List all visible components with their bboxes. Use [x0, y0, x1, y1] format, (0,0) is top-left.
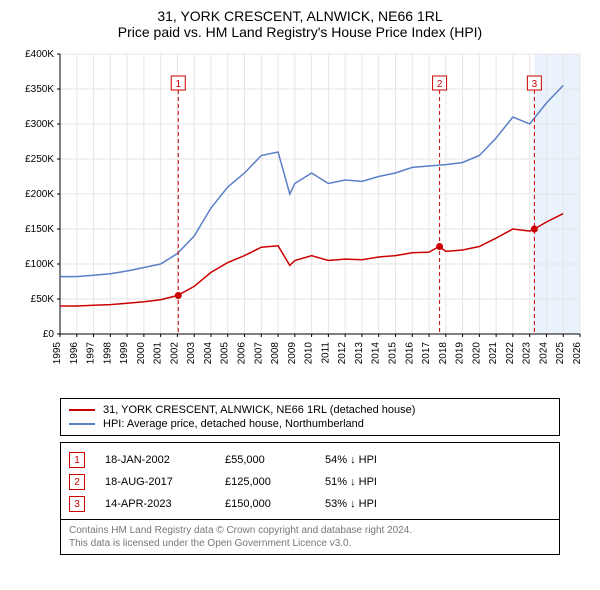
legend-swatch	[69, 423, 95, 425]
x-tick-label: 2020	[471, 342, 482, 365]
x-tick-label: 1995	[52, 342, 63, 365]
x-tick-label: 2009	[287, 342, 298, 365]
title-block: 31, YORK CRESCENT, ALNWICK, NE66 1RL Pri…	[0, 0, 600, 44]
x-tick-label: 1997	[86, 342, 97, 365]
y-tick-label: £200K	[25, 189, 54, 200]
x-tick-label: 2001	[153, 342, 164, 365]
title-line-2: Price paid vs. HM Land Registry's House …	[0, 24, 600, 40]
y-tick-label: £250K	[25, 154, 54, 165]
x-tick-label: 2008	[270, 342, 281, 365]
y-tick-label: £0	[43, 329, 55, 340]
legend-label: 31, YORK CRESCENT, ALNWICK, NE66 1RL (de…	[103, 404, 415, 416]
event-dot	[175, 292, 182, 299]
event-date: 14-APR-2023	[105, 498, 225, 510]
y-tick-label: £50K	[31, 294, 55, 305]
y-tick-label: £150K	[25, 224, 54, 235]
event-callout-label: 2	[437, 79, 443, 90]
x-tick-label: 1996	[69, 342, 80, 365]
x-tick-label: 2006	[237, 342, 248, 365]
x-tick-label: 2007	[253, 342, 264, 365]
x-tick-label: 2005	[220, 342, 231, 365]
x-tick-label: 2010	[304, 342, 315, 365]
y-tick-label: £100K	[25, 259, 54, 270]
x-tick-label: 2015	[387, 342, 398, 365]
event-callout-label: 1	[175, 79, 181, 90]
event-price: £125,000	[225, 476, 325, 488]
x-tick-label: 2018	[438, 342, 449, 365]
event-date: 18-AUG-2017	[105, 476, 225, 488]
x-tick-label: 2026	[572, 342, 583, 365]
y-tick-label: £350K	[25, 84, 54, 95]
event-marker: 1	[69, 452, 85, 468]
x-tick-label: 2021	[488, 342, 499, 365]
x-tick-label: 2012	[337, 342, 348, 365]
event-row: 2 18-AUG-2017£125,00051% ↓ HPI	[69, 471, 551, 493]
events-table: 1 18-JAN-2002£55,00054% ↓ HPI 2 18-AUG-2017…	[60, 442, 560, 520]
event-row: 3 14-APR-2023£150,00053% ↓ HPI	[69, 493, 551, 515]
x-tick-label: 2019	[455, 342, 466, 365]
legend-label: HPI: Average price, detached house, Nort…	[103, 418, 364, 430]
footer-line-1: Contains HM Land Registry data © Crown c…	[69, 524, 551, 537]
legend: 31, YORK CRESCENT, ALNWICK, NE66 1RL (de…	[60, 398, 560, 436]
y-tick-label: £300K	[25, 119, 54, 130]
event-date: 18-JAN-2002	[105, 454, 225, 466]
event-delta: 54% ↓ HPI	[325, 454, 551, 466]
x-tick-label: 2016	[404, 342, 415, 365]
x-tick-label: 2022	[505, 342, 516, 365]
x-tick-label: 2004	[203, 342, 214, 365]
x-tick-label: 2024	[538, 342, 549, 365]
event-marker: 2	[69, 474, 85, 490]
x-tick-label: 1999	[119, 342, 130, 365]
x-tick-label: 2014	[371, 342, 382, 365]
event-row: 1 18-JAN-2002£55,00054% ↓ HPI	[69, 449, 551, 471]
footer: Contains HM Land Registry data © Crown c…	[60, 520, 560, 555]
event-price: £150,000	[225, 498, 325, 510]
event-delta: 51% ↓ HPI	[325, 476, 551, 488]
y-tick-label: £400K	[25, 49, 54, 60]
footer-line-2: This data is licensed under the Open Gov…	[69, 537, 551, 550]
x-tick-label: 2003	[186, 342, 197, 365]
x-tick-label: 2013	[354, 342, 365, 365]
x-tick-label: 2017	[421, 342, 432, 365]
event-price: £55,000	[225, 454, 325, 466]
legend-row: HPI: Average price, detached house, Nort…	[69, 417, 551, 431]
event-callout-label: 3	[532, 79, 538, 90]
legend-row: 31, YORK CRESCENT, ALNWICK, NE66 1RL (de…	[69, 403, 551, 417]
chart-svg: £0 £50K £100K £150K £200K £250K £300K £350K £400…	[0, 44, 600, 394]
x-tick-label: 2023	[522, 342, 533, 365]
event-dot	[436, 243, 443, 250]
event-marker: 3	[69, 496, 85, 512]
event-dot	[531, 226, 538, 233]
x-tick-label: 2025	[555, 342, 566, 365]
event-delta: 53% ↓ HPI	[325, 498, 551, 510]
x-tick-label: 1998	[102, 342, 113, 365]
chart-container: 31, YORK CRESCENT, ALNWICK, NE66 1RL Pri…	[0, 0, 600, 555]
x-tick-label: 2000	[136, 342, 147, 365]
title-line-1: 31, YORK CRESCENT, ALNWICK, NE66 1RL	[0, 8, 600, 24]
x-tick-label: 2011	[320, 342, 331, 364]
legend-swatch	[69, 409, 95, 411]
x-tick-label: 2002	[169, 342, 180, 365]
chart: £0 £50K £100K £150K £200K £250K £300K £350K £400…	[0, 44, 600, 394]
